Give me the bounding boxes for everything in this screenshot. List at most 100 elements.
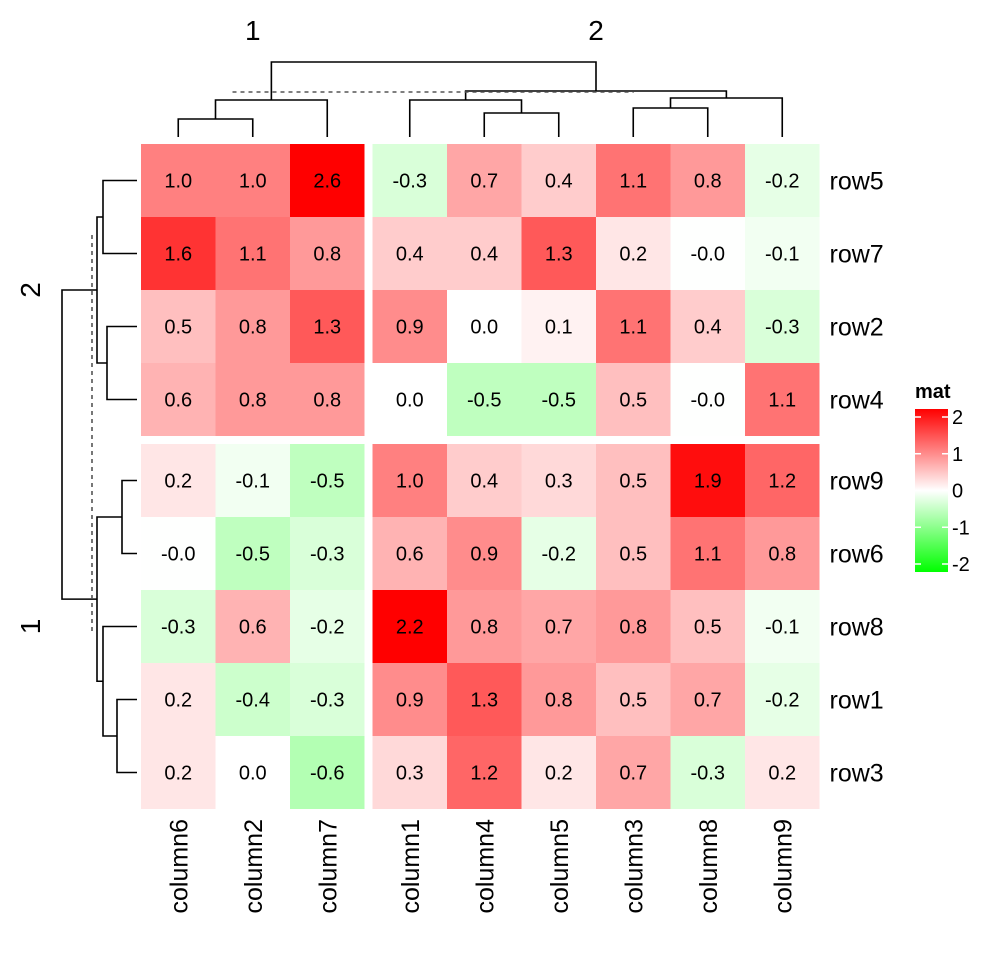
cell-label-row4-column5: -0.5 (542, 390, 576, 412)
cell-row1-column3 (596, 663, 671, 736)
cell-row4-column9 (745, 363, 820, 436)
row-label-row3: row3 (830, 760, 884, 788)
row-split-label-1: 2 (15, 282, 46, 298)
cell-label-row5-column9: -0.2 (765, 171, 799, 193)
cell-row1-column2 (215, 663, 290, 736)
cell-label-row2-column9: -0.3 (765, 317, 799, 339)
cell-row3-column1 (372, 736, 447, 809)
cell-row7-column4 (447, 217, 522, 290)
cell-row2-column2 (215, 290, 290, 363)
cell-row6-column6 (141, 517, 216, 590)
cell-row7-column9 (745, 217, 820, 290)
cell-row7-column1 (372, 217, 447, 290)
col-dend-link-4-5 (483, 112, 560, 137)
cell-row4-column4 (447, 363, 522, 436)
cell-row9-column2 (215, 444, 290, 517)
cell-label-row4-column4: -0.5 (467, 390, 501, 412)
cell-row1-column7 (290, 663, 365, 736)
cell-row4-column2 (215, 363, 290, 436)
cell-label-row7-column8: -0.0 (691, 244, 725, 266)
cell-row7-column8 (670, 217, 745, 290)
cell-row1-column5 (521, 663, 596, 736)
cell-row1-column8 (670, 663, 745, 736)
cell-label-row9-column1: 1.0 (396, 471, 424, 493)
col-dend-link-6-2 (177, 118, 254, 137)
cell-row5-column6 (141, 144, 216, 217)
cell-row1-column4 (447, 663, 522, 736)
cell-label-row6-column6: -0.0 (161, 544, 195, 566)
cell-label-row3-column2: 0.0 (239, 763, 267, 785)
row-dend-link-split1 (96, 516, 122, 683)
cell-label-row8-column6: -0.3 (161, 617, 195, 639)
col-dend-link-root (270, 61, 597, 100)
cell-label-row3-column4: 1.2 (470, 763, 498, 785)
cell-row8-column9 (745, 590, 820, 663)
row-label-row4: row4 (830, 387, 884, 415)
row-label-row1: row1 (830, 687, 884, 715)
legend-tick-label-4: -2 (952, 554, 970, 576)
cell-label-row6-column2: -0.5 (236, 544, 270, 566)
cell-row2-column9 (745, 290, 820, 363)
cell-row2-column5 (521, 290, 596, 363)
cell-label-row6-column1: 0.6 (396, 544, 424, 566)
cell-label-row5-column5: 0.4 (545, 171, 573, 193)
cell-label-row5-column7: 2.6 (313, 171, 341, 193)
cell-row3-column8 (670, 736, 745, 809)
cell-row3-column3 (596, 736, 671, 809)
cell-label-row1-column1: 0.9 (396, 690, 424, 712)
cell-row3-column4 (447, 736, 522, 809)
col-dend-link-3-8 (632, 107, 709, 137)
cell-label-row7-column5: 1.3 (545, 244, 573, 266)
cell-label-row9-column3: 0.5 (619, 471, 647, 493)
cell-row7-column3 (596, 217, 671, 290)
cell-label-row3-column9: 0.2 (768, 763, 796, 785)
heatmap-body: 1.0 1.0 2.6 -0.3 0.7 0.4 1.1 0.8 -0.2 1.6 1.1 0.8 0.… (141, 144, 820, 809)
cell-label-row4-column2: 0.8 (239, 390, 267, 412)
cell-label-row1-column5: 0.8 (545, 690, 573, 712)
cell-row9-column6 (141, 444, 216, 517)
cell-row6-column7 (290, 517, 365, 590)
cell-label-row7-column7: 0.8 (313, 244, 341, 266)
row-label-row2: row2 (830, 314, 884, 342)
cell-label-row7-column4: 0.4 (470, 244, 498, 266)
cell-row2-column3 (596, 290, 671, 363)
column-label-column2: column2 (240, 819, 268, 914)
cell-row1-column6 (141, 663, 216, 736)
cell-label-row9-column4: 0.4 (470, 471, 498, 493)
cell-row4-column7 (290, 363, 365, 436)
cell-label-row4-column7: 0.8 (313, 390, 341, 412)
cell-row6-column5 (521, 517, 596, 590)
cell-label-row8-column8: 0.5 (694, 617, 722, 639)
cell-label-row9-column7: -0.5 (310, 471, 344, 493)
cell-label-row6-column8: 1.1 (694, 544, 722, 566)
cell-label-row3-column8: -0.3 (691, 763, 725, 785)
cell-label-row1-column9: -0.2 (765, 690, 799, 712)
cell-label-row8-column5: 0.7 (545, 617, 573, 639)
cell-label-row4-column9: 1.1 (768, 390, 796, 412)
cell-label-row6-column3: 0.5 (619, 544, 647, 566)
column-dendrogram (177, 61, 784, 137)
column-label-column3: column3 (620, 819, 648, 914)
color-legend: mat 2 1 0 -1 -2 (915, 381, 970, 576)
cell-row6-column8 (670, 517, 745, 590)
cell-label-row4-column3: 0.5 (619, 390, 647, 412)
legend-title: mat (915, 381, 951, 403)
cell-label-row7-column1: 0.4 (396, 244, 424, 266)
legend-tick-label-3: -1 (952, 517, 970, 539)
row-dend-link-root (61, 289, 97, 600)
cell-label-row9-column2: -0.1 (236, 471, 270, 493)
cell-label-row8-column4: 0.8 (470, 617, 498, 639)
column-label-column5: column5 (546, 819, 574, 914)
cell-row4-column5 (521, 363, 596, 436)
cell-row6-column3 (596, 517, 671, 590)
cell-label-row5-column2: 1.0 (239, 171, 267, 193)
cell-label-row2-column8: 0.4 (694, 317, 722, 339)
cell-label-row9-column8: 1.9 (694, 471, 722, 493)
column-label-column6: column6 (165, 819, 193, 914)
column-label-column9: column9 (769, 819, 797, 914)
cell-row6-column2 (215, 517, 290, 590)
legend-tick-label-2: 0 (952, 481, 963, 503)
cell-row9-column5 (521, 444, 596, 517)
cell-label-row2-column4: 0.0 (470, 317, 498, 339)
cell-label-row3-column1: 0.3 (396, 763, 424, 785)
